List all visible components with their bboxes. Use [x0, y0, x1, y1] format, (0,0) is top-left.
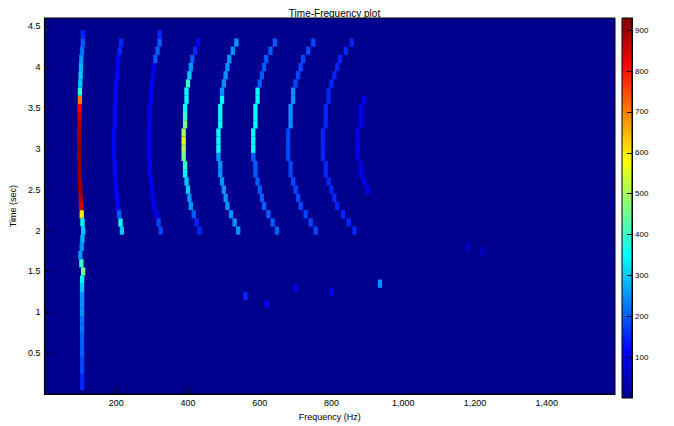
svg-text:3.5: 3.5	[28, 103, 41, 113]
svg-text:300: 300	[635, 271, 649, 280]
svg-text:1,200: 1,200	[464, 398, 487, 408]
svg-text:600: 600	[252, 398, 267, 408]
svg-text:800: 800	[324, 398, 339, 408]
svg-text:Frequency (Hz): Frequency (Hz)	[299, 412, 361, 422]
svg-text:1,000: 1,000	[392, 398, 415, 408]
svg-text:4: 4	[35, 62, 40, 72]
svg-text:500: 500	[635, 189, 649, 198]
svg-text:700: 700	[635, 107, 649, 116]
svg-text:400: 400	[180, 398, 195, 408]
svg-text:3: 3	[35, 144, 40, 154]
svg-text:100: 100	[635, 353, 649, 362]
svg-text:2.5: 2.5	[28, 185, 41, 195]
svg-text:4.5: 4.5	[28, 21, 41, 31]
svg-text:Time-Frequency plot: Time-Frequency plot	[289, 8, 381, 19]
svg-text:900: 900	[635, 26, 649, 35]
svg-text:400: 400	[635, 230, 649, 239]
svg-text:200: 200	[635, 312, 649, 321]
svg-text:Time (sec): Time (sec)	[8, 185, 18, 227]
svg-text:1: 1	[35, 307, 40, 317]
svg-text:1.5: 1.5	[28, 266, 41, 276]
svg-text:600: 600	[635, 148, 649, 157]
svg-text:1,400: 1,400	[536, 398, 559, 408]
svg-text:2: 2	[35, 226, 40, 236]
svg-text:200: 200	[109, 398, 124, 408]
svg-text:0.5: 0.5	[28, 348, 41, 358]
svg-text:800: 800	[635, 67, 649, 76]
